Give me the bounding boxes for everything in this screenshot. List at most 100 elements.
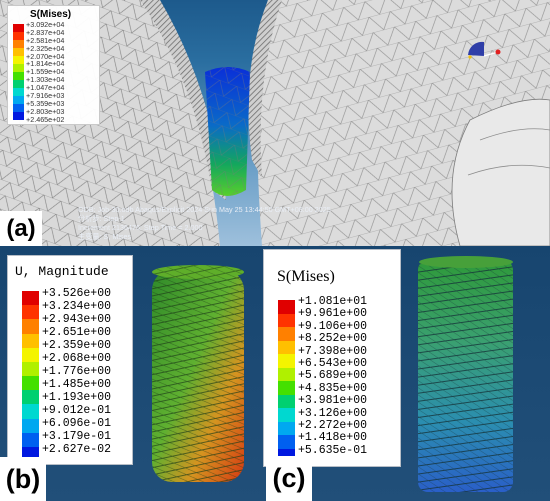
legend-title-b: U, Magnitude xyxy=(15,264,109,279)
legend-values-b: +3.526e+00 +3.234e+00 +2.943e+00 +2.651e+00… xyxy=(42,287,111,456)
color-swatch xyxy=(278,354,295,368)
color-swatch xyxy=(278,394,295,408)
stress-legend-a: S(Mises) +3.092e+04 +2.837e+04 +2.581e+04 +… xyxy=(7,5,100,125)
legend-value: +9.106e+00 xyxy=(298,319,368,333)
legend-title-a: S(Mises) xyxy=(30,9,72,20)
color-swatch xyxy=(22,319,39,334)
panel-a-viewport: S(Mises) +3.092e+04 +2.837e+04 +2.581e+04 +… xyxy=(0,0,550,246)
legend-value: +6.543e+00 xyxy=(298,356,368,370)
color-swatch xyxy=(13,24,24,32)
legend-value: +3.526e+00 xyxy=(42,287,112,300)
legend-value: +2.581e+04 xyxy=(26,35,65,45)
panel-bc-model-view xyxy=(152,256,513,492)
color-scale-c xyxy=(278,300,295,462)
color-swatch xyxy=(13,48,24,56)
color-swatch xyxy=(22,390,39,405)
color-swatch xyxy=(13,88,24,96)
legend-value: +7.398e+00 xyxy=(298,344,368,358)
legend-values-a: +3.092e+04 +2.837e+04 +2.581e+04 +2.325e+04… xyxy=(26,21,98,124)
legend-value: +2.651e+00 xyxy=(42,326,112,339)
color-swatch xyxy=(13,56,24,64)
info-line: ODB: Job-30.odb Abaqus/Explicit 2024 Sun… xyxy=(78,205,331,214)
legend-value: +3.179e-01 xyxy=(42,430,112,443)
panel-bc-viewport: U, Magnitude +3.526e+00 +3.234e+00 +2.943e… xyxy=(0,246,550,501)
color-swatch xyxy=(22,361,39,377)
legend-value: +3.981e+00 xyxy=(298,394,368,408)
legend-value: +4.835e+00 xyxy=(298,381,368,395)
legend-value: +1.559e+04 xyxy=(26,67,65,77)
color-swatch xyxy=(22,376,39,391)
color-swatch xyxy=(13,64,24,72)
color-swatch xyxy=(22,347,39,362)
legend-value: +1.303e+04 xyxy=(26,75,65,85)
legend-value: +9.961e+00 xyxy=(298,307,368,321)
legend-value: +1.485e+00 xyxy=(42,378,112,391)
legend-value: +2.627e-02 xyxy=(42,443,112,456)
legend-title-c: S(Mises) xyxy=(277,268,335,285)
color-swatch xyxy=(22,333,39,348)
legend-value: +3.092e+04 xyxy=(26,20,65,29)
legend-value: +2.325e+04 xyxy=(26,43,65,53)
legend-value: +1.047e+04 xyxy=(26,83,65,93)
legend-value: +2.803e+03 xyxy=(26,106,65,116)
color-swatch xyxy=(278,327,295,341)
legend-value: +5.359e+03 xyxy=(26,98,65,108)
legend-value: +8.252e+00 xyxy=(298,332,368,346)
color-swatch xyxy=(278,408,295,422)
color-swatch xyxy=(278,435,295,449)
legend-value: +1.418e+00 xyxy=(298,431,368,445)
legend-value: +2.943e+00 xyxy=(42,313,112,326)
color-swatch xyxy=(278,381,295,395)
stress-legend-c: S(Mises) +1.081e+01 +9.961e+00 +9.106e+00 +… xyxy=(263,249,401,467)
color-scale-a xyxy=(13,24,24,120)
color-swatch xyxy=(22,291,39,306)
color-swatch xyxy=(22,404,39,419)
legend-value: +7.916e+03 xyxy=(26,91,65,101)
color-swatch xyxy=(13,96,24,104)
panel-label-a: (a) xyxy=(0,211,42,246)
legend-value: +9.012e-01 xyxy=(42,404,112,417)
legend-value: +2.465e+02 xyxy=(26,114,65,124)
legend-value: +2.837e+04 xyxy=(26,27,65,37)
legend-value: +5.635e-01 xyxy=(298,443,368,457)
color-swatch xyxy=(278,421,295,435)
legend-value: +5.689e+00 xyxy=(298,369,368,383)
panel-label-c: (c) xyxy=(266,456,312,501)
info-line: 主变量: S, Mises xyxy=(78,232,132,241)
color-swatch xyxy=(13,40,24,48)
color-swatch xyxy=(22,418,39,433)
legend-value: +1.814e+04 xyxy=(26,59,65,69)
legend-value: +2.070e+04 xyxy=(26,51,65,61)
color-swatch xyxy=(22,432,39,447)
legend-value: +1.776e+00 xyxy=(42,365,112,378)
color-swatch xyxy=(13,72,24,80)
legend-value: +1.193e+00 xyxy=(42,391,112,404)
stress-model-c xyxy=(418,256,513,492)
color-swatch xyxy=(278,313,295,327)
color-swatch xyxy=(13,112,24,120)
legend-value: +2.359e+00 xyxy=(42,339,112,352)
color-swatch xyxy=(13,80,24,88)
legend-values-c: +1.081e+01 +9.961e+00 +9.106e+00 +8.252e+00… xyxy=(298,295,368,457)
color-swatch xyxy=(13,32,24,40)
axis-triad-icon xyxy=(468,41,501,59)
legend-value: +1.081e+01 xyxy=(298,295,368,308)
legend-value: +2.272e+00 xyxy=(298,418,368,432)
legend-value: +3.126e+00 xyxy=(298,406,368,420)
legend-value: +3.234e+00 xyxy=(42,300,112,313)
info-line: 分析步: Step-1 xyxy=(78,214,125,223)
legend-value: +6.096e-01 xyxy=(42,417,112,430)
color-scale-b xyxy=(22,291,39,462)
panel-label-b: (b) xyxy=(0,457,46,501)
displacement-model-b xyxy=(152,265,244,482)
analysis-info-text: ODB: Job-30.odb Abaqus/Explicit 2024 Sun… xyxy=(78,205,331,241)
color-swatch xyxy=(22,305,39,320)
color-swatch xyxy=(278,300,295,314)
color-swatch xyxy=(13,104,24,112)
color-swatch xyxy=(278,340,295,354)
info-line: Increment 2136476: Step Time = 2.000 xyxy=(78,223,203,232)
legend-value: +2.068e+00 xyxy=(42,352,112,365)
color-swatch xyxy=(278,367,295,381)
displacement-legend-b: U, Magnitude +3.526e+00 +3.234e+00 +2.943e… xyxy=(7,255,133,465)
